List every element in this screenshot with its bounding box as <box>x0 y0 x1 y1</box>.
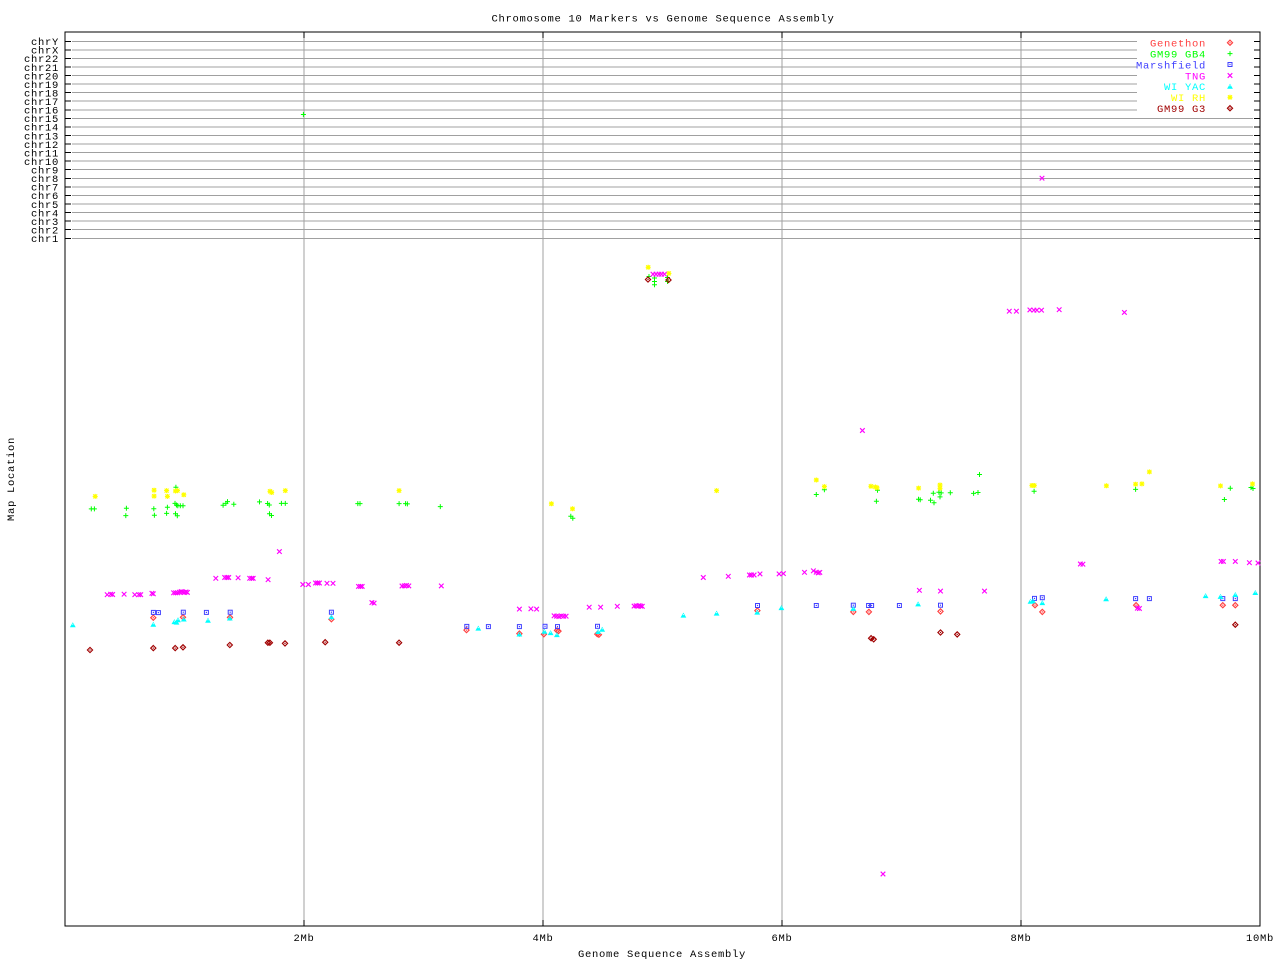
svg-text:chr10: chr10 <box>24 157 59 169</box>
svg-text:4Mb: 4Mb <box>532 933 553 945</box>
svg-text:Chromosome 10 Markers vs Genom: Chromosome 10 Markers vs Genome Sequence… <box>491 14 834 26</box>
svg-text:Genethon: Genethon <box>1150 39 1206 51</box>
svg-text:chr4: chr4 <box>31 208 59 220</box>
svg-text:chr21: chr21 <box>24 63 59 75</box>
svg-text:Map Location: Map Location <box>6 437 18 521</box>
svg-text:Genome Sequence Assembly: Genome Sequence Assembly <box>578 949 746 960</box>
svg-text:Marshfield: Marshfield <box>1136 60 1206 72</box>
svg-text:8Mb: 8Mb <box>1010 933 1031 945</box>
svg-text:chr15: chr15 <box>24 114 59 126</box>
svg-text:WI YAC: WI YAC <box>1164 82 1206 94</box>
svg-text:chr19: chr19 <box>24 80 59 92</box>
svg-text:chr12: chr12 <box>24 140 59 152</box>
svg-text:chr9: chr9 <box>31 166 59 178</box>
svg-text:chr18: chr18 <box>24 88 59 100</box>
svg-text:chr8: chr8 <box>31 174 59 186</box>
svg-text:chr20: chr20 <box>24 71 59 83</box>
svg-text:chr1: chr1 <box>31 234 59 246</box>
svg-text:chr17: chr17 <box>24 97 59 109</box>
svg-text:chrY: chrY <box>31 37 59 49</box>
svg-text:chr7: chr7 <box>31 183 59 195</box>
svg-text:chrX: chrX <box>31 46 59 58</box>
svg-text:2Mb: 2Mb <box>293 933 314 945</box>
svg-text:WI RH: WI RH <box>1171 93 1206 105</box>
svg-text:TNG: TNG <box>1185 71 1206 83</box>
svg-text:GM99 GB4: GM99 GB4 <box>1150 49 1206 61</box>
svg-text:chr11: chr11 <box>24 148 59 160</box>
svg-text:chr3: chr3 <box>31 217 59 229</box>
svg-text:chr16: chr16 <box>24 106 59 118</box>
svg-text:10Mb: 10Mb <box>1246 933 1274 945</box>
svg-text:chr14: chr14 <box>24 123 59 135</box>
svg-text:chr22: chr22 <box>24 54 59 66</box>
svg-text:chr13: chr13 <box>24 131 59 143</box>
svg-text:6Mb: 6Mb <box>771 933 792 945</box>
svg-text:chr2: chr2 <box>31 225 59 237</box>
svg-text:GM99 G3: GM99 G3 <box>1157 104 1206 116</box>
svg-text:chr6: chr6 <box>31 191 59 203</box>
svg-text:chr5: chr5 <box>31 200 59 212</box>
